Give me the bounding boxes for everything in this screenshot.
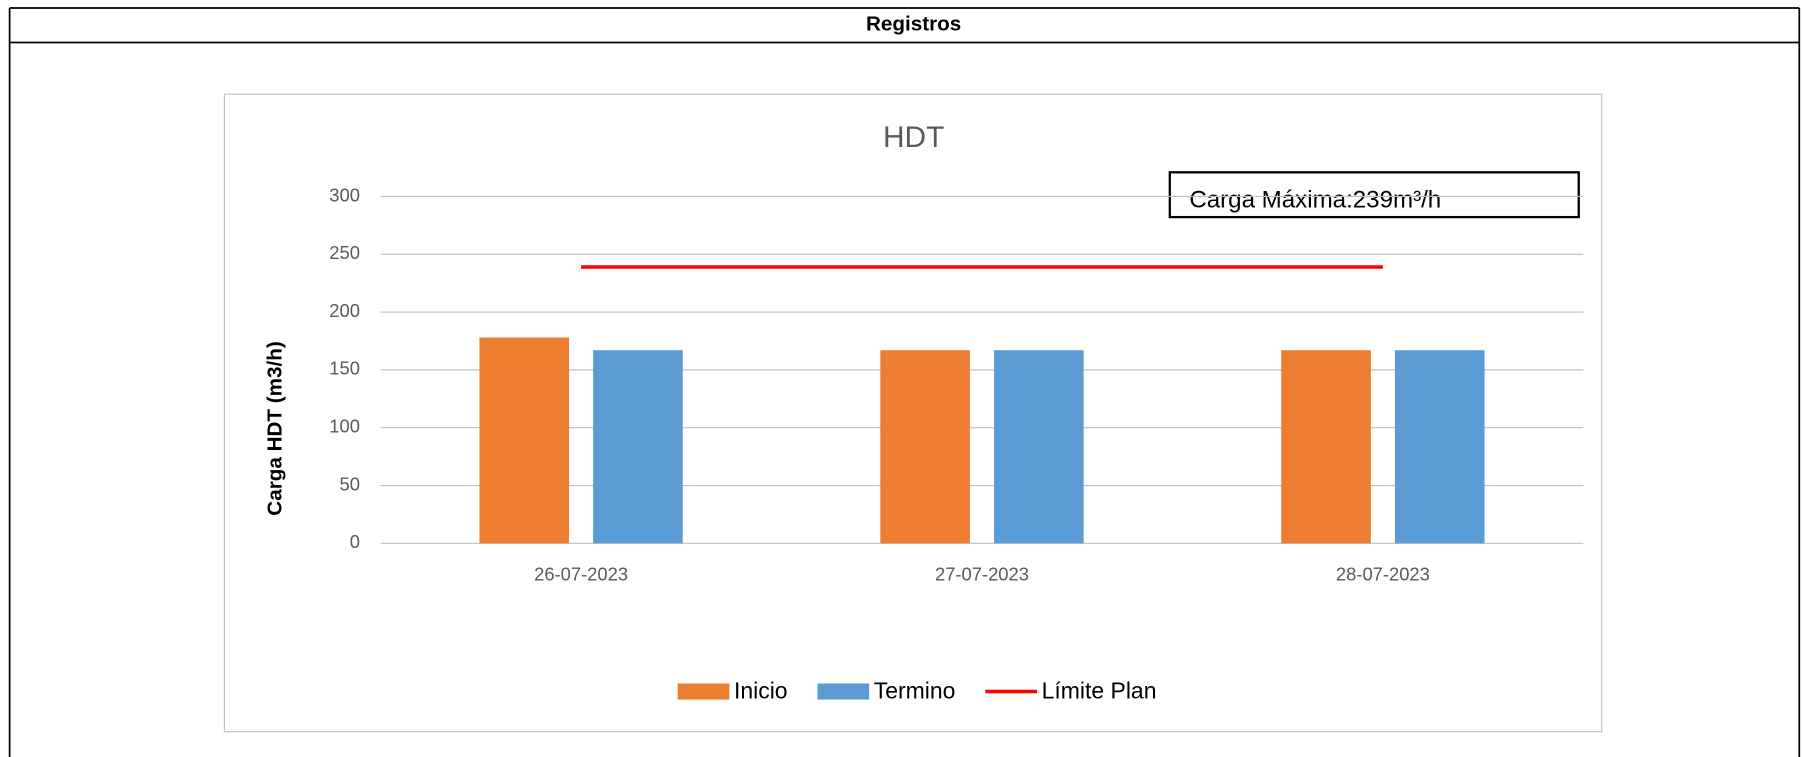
bar [1394, 350, 1485, 544]
bar [994, 350, 1084, 544]
bar [479, 337, 570, 544]
legend: Inicio Termino Límite Plan [677, 678, 1157, 704]
legend-marker [677, 683, 730, 700]
annotation: Carga Máxima:239m³/h [1189, 186, 1441, 213]
header-title: Registros [866, 13, 961, 36]
legend-label: Inicio [734, 678, 788, 704]
y-tick-label: 0 [350, 531, 360, 552]
y-tick-label: 150 [329, 358, 360, 379]
bar [880, 350, 970, 544]
bar [593, 350, 683, 544]
legend-label: Límite Plan [1042, 678, 1157, 704]
chart-title: HDT [883, 121, 944, 154]
x-tick-label: 28-07-2023 [1336, 563, 1430, 584]
x-tick-label: 26-07-2023 [534, 563, 628, 584]
y-tick-label: 50 [340, 473, 360, 494]
annotation-box [1168, 171, 1580, 219]
bar [1281, 350, 1371, 544]
y-tick-label: 200 [329, 300, 360, 321]
x-tick-label: 27-07-2023 [935, 563, 1029, 584]
legend-marker [817, 683, 870, 700]
y-tick-label: 250 [329, 242, 360, 263]
legend-label: Termino [874, 678, 956, 704]
y-tick-label: 100 [329, 416, 360, 437]
y-tick-label: 300 [329, 184, 360, 205]
y-axis-label: Carga HDT (m3/h) [264, 341, 287, 515]
